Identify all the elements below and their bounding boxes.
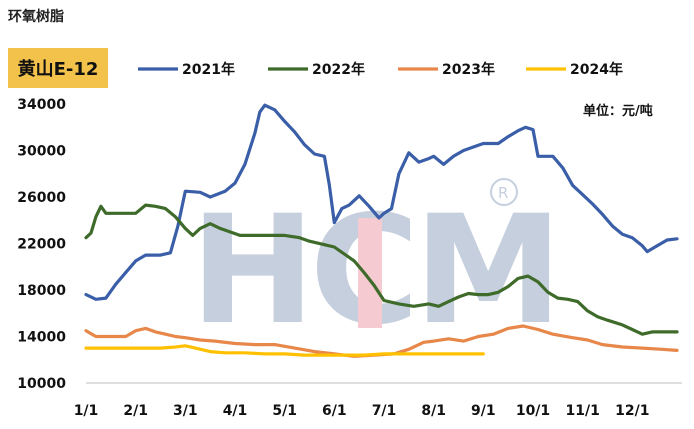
legend-label: 2023年: [442, 61, 495, 78]
x-tick-label: 9/1: [471, 403, 496, 419]
series-line: [84, 203, 679, 336]
unit-label: 单位：元/吨: [583, 103, 653, 119]
y-tick-label: 22000: [17, 237, 66, 253]
series-line: [84, 103, 679, 301]
legend-label: 2022年: [312, 61, 365, 78]
y-tick-label: 14000: [17, 330, 66, 346]
x-tick-label: 10/1: [516, 403, 550, 419]
page-title: 环氧树脂: [8, 9, 64, 25]
x-tick-label: 5/1: [272, 403, 297, 419]
x-tick-label: 7/1: [372, 403, 397, 419]
x-tick-label: 2/1: [123, 403, 148, 419]
x-tick-label: 8/1: [421, 403, 446, 419]
series-lines: [84, 103, 679, 358]
x-tick-label: 4/1: [223, 403, 248, 419]
svg-text:R: R: [498, 184, 508, 202]
y-tick-label: 30000: [17, 144, 66, 160]
series-line: [84, 344, 485, 357]
y-tick-label: 18000: [17, 283, 66, 299]
y-tick-label: 26000: [17, 190, 66, 206]
y-tick-label: 10000: [17, 376, 66, 392]
x-tick-label: 1/1: [74, 403, 99, 419]
watermark-logo: HCM R: [190, 178, 563, 358]
x-tick-label: 3/1: [173, 403, 198, 419]
product-label: 黄山E-12: [8, 48, 108, 88]
legend: 2021年 2022年 2023年 2024年: [138, 61, 623, 78]
axes: 10000 14000 18000 22000 26000 30000 34000 1/1 2/…: [17, 97, 682, 419]
legend-label: 2024年: [570, 61, 623, 78]
x-tick-label: 11/1: [565, 403, 599, 419]
legend-label: 2021年: [182, 61, 235, 78]
y-tick-label: 34000: [17, 97, 66, 113]
x-tick-label: 6/1: [322, 403, 347, 419]
x-tick-label: 12/1: [615, 403, 649, 419]
